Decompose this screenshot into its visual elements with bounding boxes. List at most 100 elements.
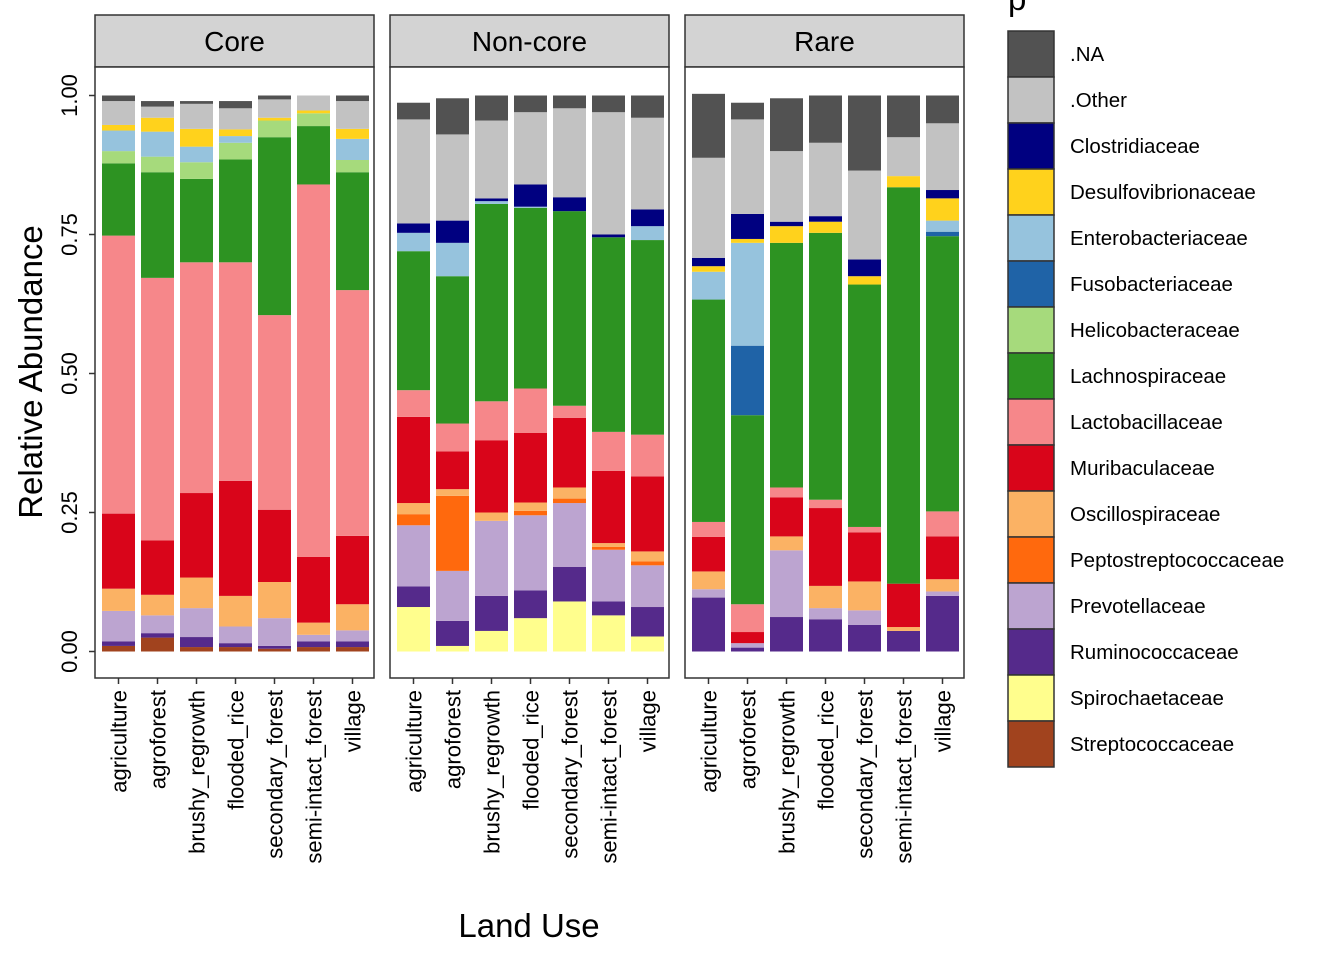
bar-segment-lactobacillaceae: [731, 604, 764, 633]
bar-segment-ruminococcaceae: [258, 645, 291, 649]
bar-segment-clostridiaceae: [809, 216, 842, 222]
bar-flooded-rice: [809, 95, 842, 652]
bar-segment-muribaculaceae: [336, 535, 369, 605]
x-tick-label: village: [341, 690, 366, 752]
bar-segment-clostridiaceae: [926, 190, 959, 199]
legend-label: Streptococcaceae: [1070, 733, 1234, 756]
bar-segment-streptococcaceae: [219, 647, 252, 652]
bar-segment-other: [848, 170, 881, 260]
bar-segment-ruminococcaceae: [219, 643, 252, 648]
bar-segment-oscillospiraceae: [926, 579, 959, 592]
facet-panel-non-core: Non-core agriculture agroforest brushy_regr…: [389, 14, 670, 864]
bar-segment-muribaculaceae: [397, 416, 430, 504]
bar-segment-enterobacteriaceae: [336, 138, 369, 160]
bar-segment-muribaculaceae: [692, 536, 725, 572]
x-tick-label: semi-intact_forest: [892, 690, 917, 864]
bar-segment-other: [809, 142, 842, 217]
bar-segment-na: [336, 95, 369, 102]
x-tick-label: semi-intact_forest: [302, 690, 327, 864]
bar-segment-other: [887, 137, 920, 177]
bar-segment-peptostreptococcaceae: [514, 510, 547, 516]
bar-segment-prevotellaceae: [336, 630, 369, 642]
bar-segment-na: [731, 102, 764, 120]
bar-segment-enterobacteriaceae: [102, 130, 135, 152]
bar-segment-na: [514, 95, 547, 113]
bar-segment-oscillospiraceae: [887, 627, 920, 631]
x-tick-label: brushy_regrowth: [480, 690, 505, 854]
bar-segment-muribaculaceae: [592, 470, 625, 544]
bar-segment-clostridiaceae: [592, 234, 625, 238]
bar-segment-spirochaetaceae: [475, 630, 508, 652]
bar-segment-lactobacillaceae: [141, 277, 174, 541]
bar-secondary-forest: [848, 95, 881, 652]
x-tick-label: brushy_regrowth: [185, 690, 210, 854]
bar-segment-lactobacillaceae: [848, 526, 881, 533]
bar-secondary-forest: [258, 95, 291, 652]
legend-item-prevotellaceae: Prevotellaceae: [1007, 582, 1206, 630]
x-tick-label: agroforest: [146, 690, 171, 789]
bar-segment-prevotellaceae: [592, 549, 625, 602]
bar-segment-other: [926, 123, 959, 191]
bar-segment-lachnospiraceae: [592, 237, 625, 432]
legend-item-enterobacteriaceae: Enterobacteriaceae: [1007, 214, 1248, 262]
bar-segment-oscillospiraceae: [258, 582, 291, 619]
legend-swatch: [1007, 30, 1055, 78]
bar-segment-enterobacteriaceae: [475, 201, 508, 204]
bar-segment-other: [180, 103, 213, 129]
bar-segment-fusobacteriaceae: [731, 345, 764, 416]
bar-segment-ruminococcaceae: [180, 637, 213, 648]
bar-segment-na: [258, 95, 291, 100]
bar-segment-lachnospiraceae: [848, 284, 881, 527]
bar-segment-lactobacillaceae: [102, 235, 135, 514]
bar-segment-lachnospiraceae: [514, 207, 547, 389]
bar-agroforest: [436, 98, 469, 652]
bar-segment-oscillospiraceae: [141, 594, 174, 616]
legend-label: Muribaculaceae: [1070, 457, 1215, 480]
facet-panel-core: Core agriculture agroforest brushy_regrowth…: [94, 14, 375, 864]
bar-segment-prevotellaceae: [219, 626, 252, 644]
bar-segment-oscillospiraceae: [475, 512, 508, 521]
bar-segment-desulfovibrionaceae: [336, 128, 369, 139]
bar-segment-spirochaetaceae: [436, 645, 469, 652]
legend-item-helicobacteraceae: Helicobacteraceae: [1007, 306, 1240, 354]
bar-segment-ruminococcaceae: [692, 597, 725, 652]
bar-segment-na: [770, 98, 803, 152]
bar-flooded-rice: [514, 95, 547, 652]
bar-segment-other: [336, 101, 369, 129]
legend-item-muribaculaceae: Muribaculaceae: [1007, 444, 1215, 492]
legend-label: .NA: [1070, 43, 1105, 66]
legend-swatch: [1007, 260, 1055, 308]
bar-segment-streptococcaceae: [141, 637, 174, 652]
legend-label: Peptostreptococcaceae: [1070, 549, 1284, 572]
bar-agriculture: [397, 102, 430, 652]
bar-segment-lachnospiraceae: [219, 159, 252, 263]
bar-segment-muribaculaceae: [102, 513, 135, 589]
bar-segment-enterobacteriaceae: [631, 226, 664, 241]
bar-segment-spirochaetaceae: [397, 607, 430, 652]
bar-segment-prevotellaceae: [692, 589, 725, 598]
bar-segment-ruminococcaceae: [475, 595, 508, 631]
bar-segment-na: [926, 95, 959, 124]
bar-segment-prevotellaceae: [848, 610, 881, 625]
legend-label: Fusobacteriaceae: [1070, 273, 1233, 296]
legend-title: p: [1008, 0, 1026, 17]
legend-swatch: [1007, 444, 1055, 492]
bar-segment-oscillospiraceae: [514, 502, 547, 511]
bar-brushy-regrowth: [180, 101, 213, 652]
bar-segment-prevotellaceae: [631, 565, 664, 608]
bar-segment-lachnospiraceae: [475, 203, 508, 402]
bar-segment-lactobacillaceae: [692, 521, 725, 537]
bar-segment-na: [141, 101, 174, 107]
bar-segment-na: [102, 95, 135, 102]
bar-segment-oscillospiraceae: [397, 503, 430, 515]
bar-secondary-forest: [553, 95, 586, 652]
bar-segment-helicobacteraceae: [102, 151, 135, 164]
bar-segment-muribaculaceae: [180, 493, 213, 578]
bar-village: [336, 95, 369, 652]
bar-segment-prevotellaceae: [553, 503, 586, 567]
bar-segment-desulfovibrionaceae: [102, 124, 135, 131]
legend-label: Lactobacillaceae: [1070, 411, 1223, 434]
bar-segment-clostridiaceae: [514, 184, 547, 207]
legend-swatch: [1007, 536, 1055, 584]
legend-label: Clostridiaceae: [1070, 135, 1200, 158]
